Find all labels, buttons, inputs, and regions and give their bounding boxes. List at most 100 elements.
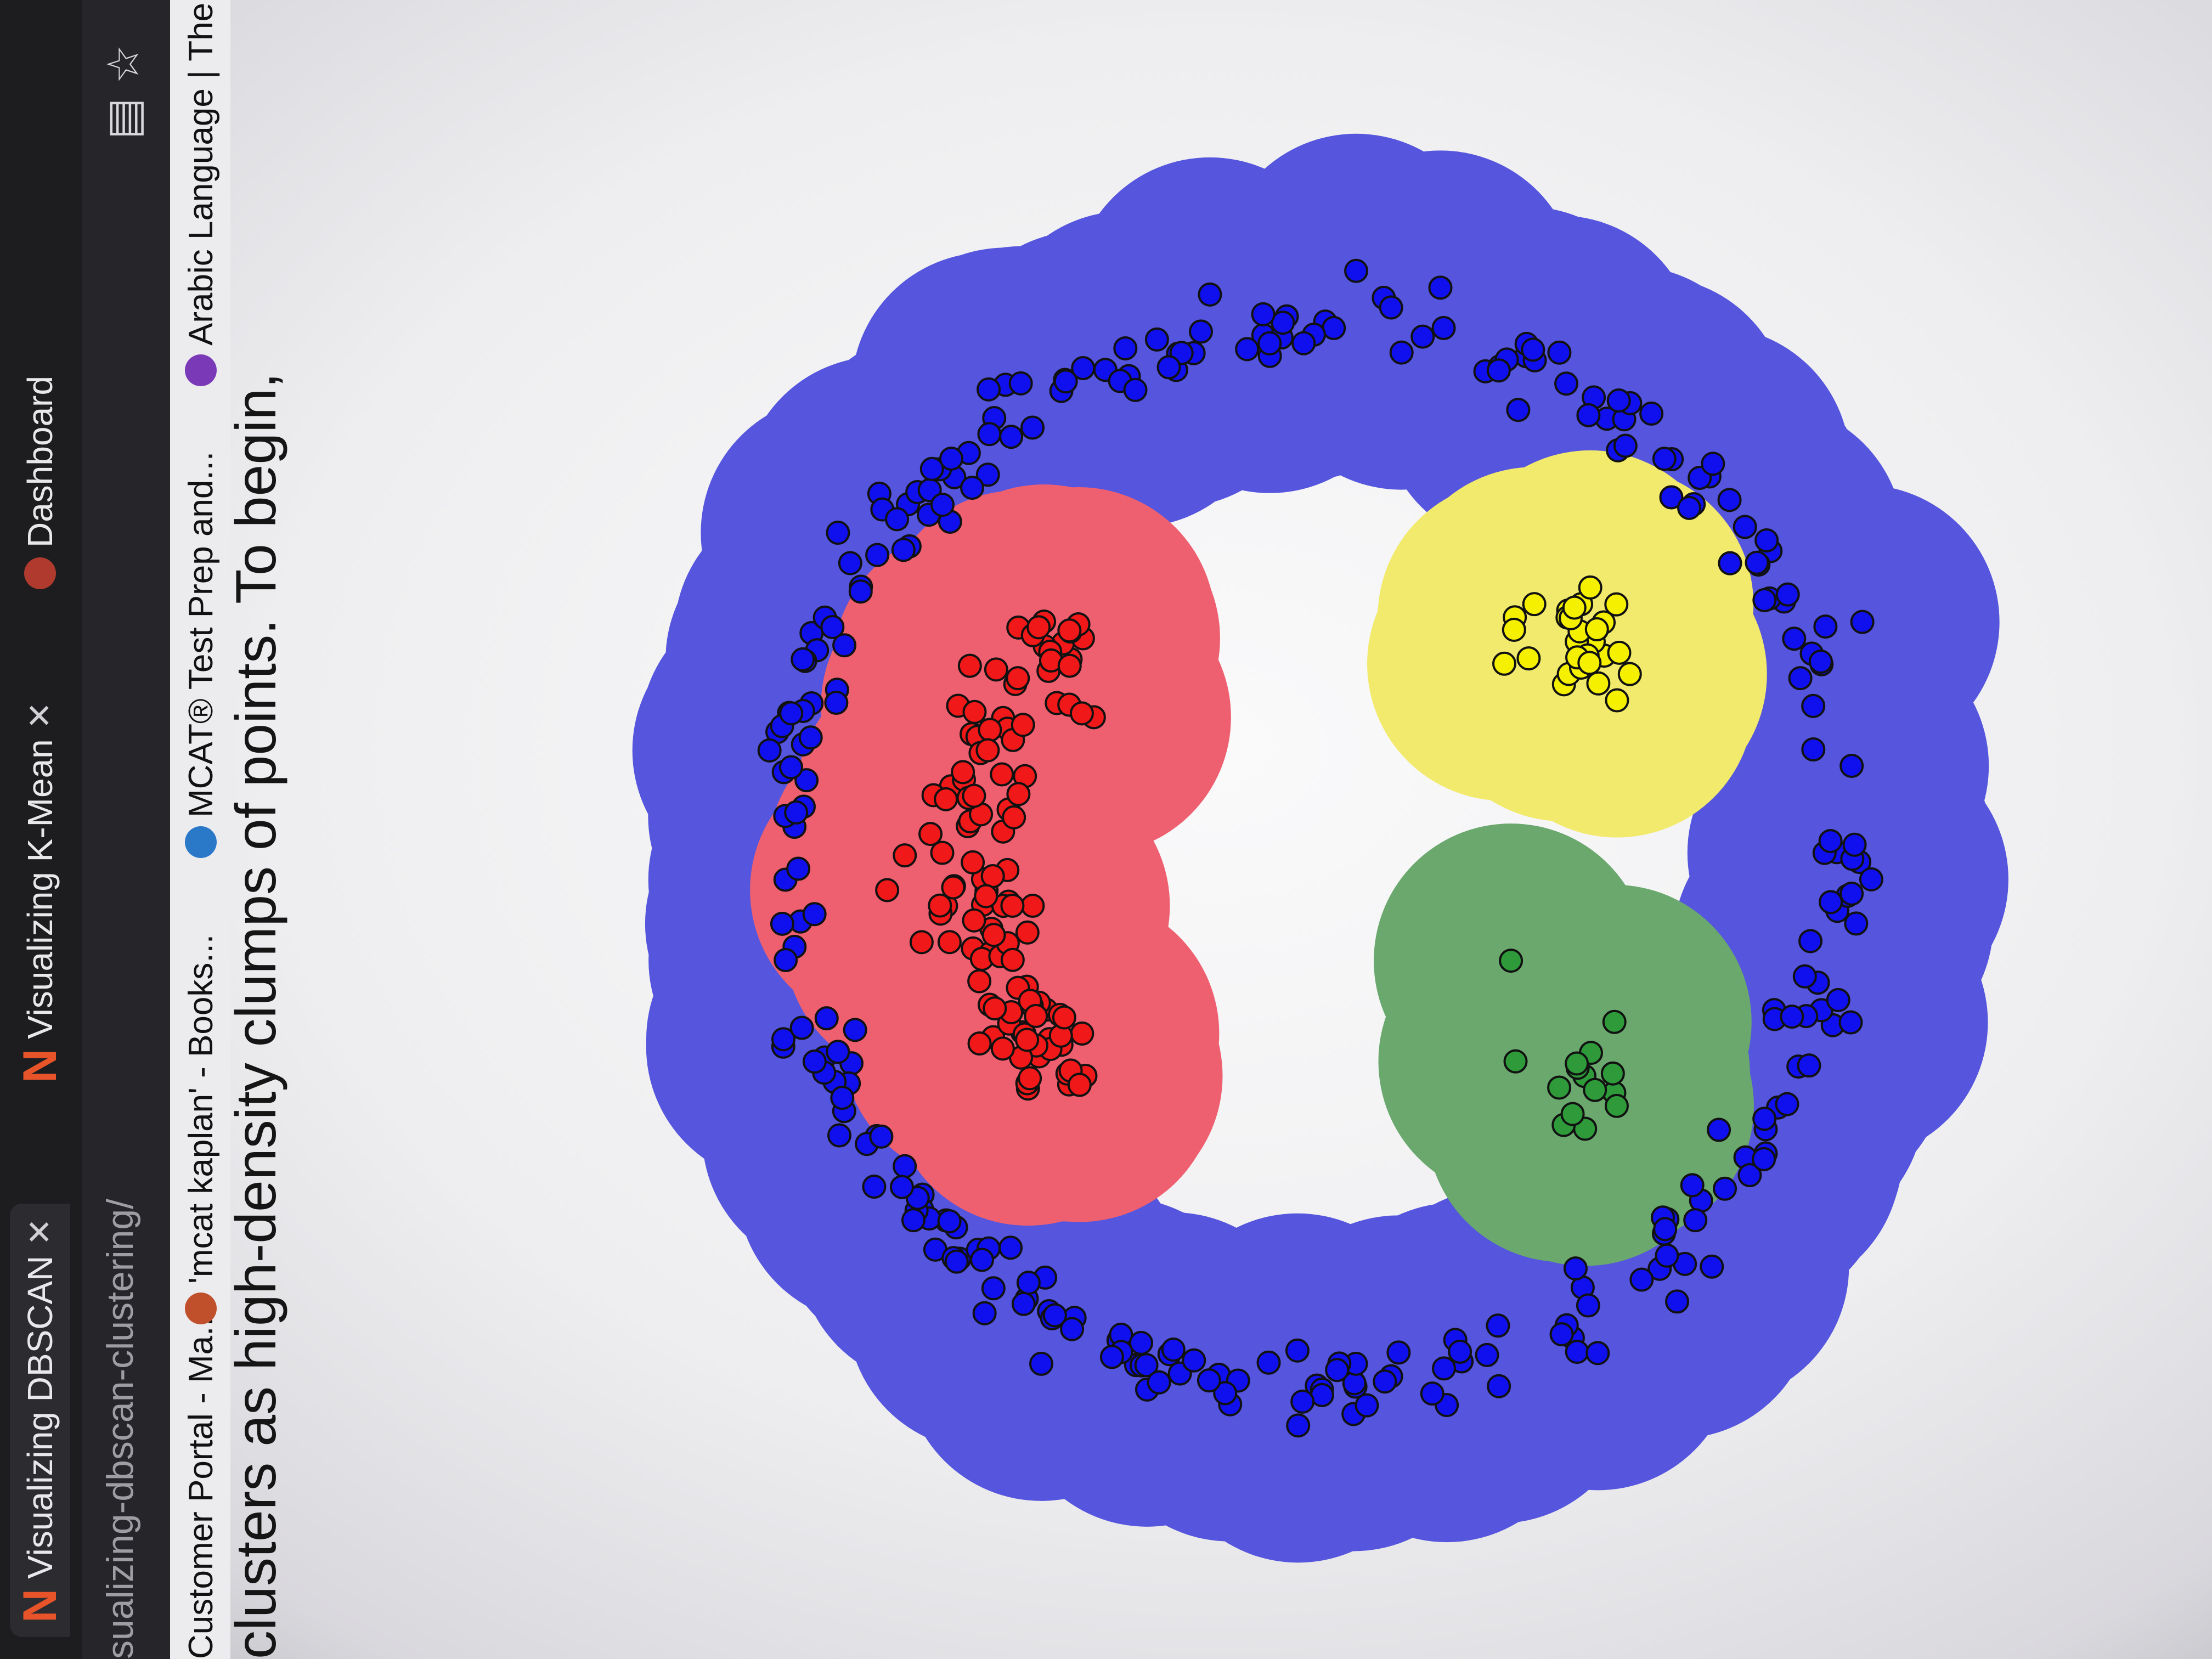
green-point <box>1583 1077 1607 1102</box>
blue-point <box>827 1123 851 1148</box>
tab-dashboard[interactable]: Dashboard <box>10 376 70 589</box>
blue-point <box>848 579 873 604</box>
blue-point <box>774 948 798 973</box>
red-point <box>1002 805 1026 830</box>
green-point <box>1565 1051 1589 1076</box>
blue-point <box>1838 1010 1863 1035</box>
blue-point <box>830 1086 855 1110</box>
blue-point <box>1752 1147 1776 1171</box>
blue-point <box>1011 1291 1036 1316</box>
address-bar: sualizing-dbscan-clustering/ ▤ ☆ <box>82 0 170 1659</box>
blue-point <box>770 911 794 936</box>
red-point <box>983 996 1007 1021</box>
blue-point <box>1161 1337 1186 1362</box>
blue-point <box>1042 1303 1067 1328</box>
red-point <box>990 762 1014 787</box>
blue-point <box>1257 331 1282 356</box>
tab-visualizing-dbscan[interactable]: N Visualizing DBSCAN ✕ <box>10 1204 70 1637</box>
blue-point <box>1707 1118 1731 1142</box>
blue-point <box>1291 331 1316 356</box>
blue-point <box>794 768 819 793</box>
blue-point <box>1060 1317 1085 1341</box>
blue-point <box>1156 355 1181 380</box>
star-icon[interactable]: ☆ <box>99 44 148 84</box>
red-point <box>951 760 975 785</box>
blue-point <box>1780 1005 1804 1029</box>
red-point <box>1057 618 1082 643</box>
blue-point <box>826 1040 850 1064</box>
red-point <box>1018 1066 1042 1091</box>
red-point <box>990 1036 1015 1061</box>
books-icon <box>185 1293 217 1324</box>
blue-point <box>1521 337 1545 362</box>
blue-point <box>1547 340 1572 365</box>
bookmark-mcat-test-prep[interactable]: MCAT® Test Prep and... <box>178 452 224 858</box>
blue-point <box>832 633 857 658</box>
blue-point <box>1639 401 1664 426</box>
blue-point <box>1775 582 1800 607</box>
blue-point <box>1653 1217 1678 1242</box>
blue-point <box>1506 398 1531 422</box>
blue-point <box>1788 666 1813 691</box>
blue-point <box>889 1175 914 1199</box>
red-point <box>1024 1003 1048 1028</box>
blue-point <box>1198 282 1222 307</box>
red-point <box>1067 1073 1092 1097</box>
blue-point <box>1613 433 1638 458</box>
blue-point <box>1487 1374 1511 1398</box>
blue-point <box>977 377 1001 402</box>
bookmark-mcat-kaplan-books[interactable]: 'mcat kaplan' - Books... <box>178 934 224 1324</box>
blue-point <box>784 800 809 825</box>
blue-point <box>1235 337 1260 362</box>
blue-point <box>869 1124 894 1149</box>
bookmark-label: Arabic Language | The... <box>182 0 220 346</box>
blue-point <box>1182 1348 1206 1373</box>
blue-point <box>1665 1289 1690 1314</box>
blue-point <box>771 1027 795 1052</box>
blue-point <box>1099 1345 1124 1369</box>
blue-point <box>1144 327 1169 352</box>
blue-point <box>1379 295 1403 320</box>
blue-point <box>1844 911 1869 936</box>
blue-point <box>944 1249 969 1274</box>
blue-point <box>1680 1173 1705 1198</box>
green-point <box>1602 1009 1627 1034</box>
yellow-point <box>1605 688 1629 713</box>
blue-point <box>1563 1256 1588 1281</box>
yellow-point <box>1586 671 1611 696</box>
blue-point <box>998 1235 1023 1260</box>
bookmark-arabic-language[interactable]: Arabic Language | The... <box>178 0 224 386</box>
blue-point <box>1801 737 1826 762</box>
blue-point <box>791 647 815 672</box>
reader-view-icon[interactable]: ▤ <box>99 98 148 139</box>
bookmark-customer-portal[interactable]: Customer Portal - Ma... <box>178 1307 224 1659</box>
red-point <box>930 840 955 865</box>
blue-point <box>1850 610 1875 634</box>
tab-label: Visualizing K-Mean <box>20 739 60 1039</box>
arabic-language-icon <box>185 354 217 386</box>
blue-point <box>1737 1163 1762 1188</box>
red-point <box>1069 701 1094 726</box>
blue-point <box>1576 1293 1600 1318</box>
blue-point <box>802 1049 827 1074</box>
yellow-point <box>1578 575 1602 600</box>
red-point <box>1006 666 1030 691</box>
red-point <box>918 822 943 847</box>
green-point <box>1604 1093 1629 1118</box>
yellow-point <box>1584 617 1609 642</box>
red-point <box>1057 653 1082 678</box>
blue-point <box>1475 1342 1499 1367</box>
red-point <box>909 930 934 955</box>
blue-point <box>1801 693 1826 718</box>
blue-point <box>937 1209 962 1234</box>
close-icon[interactable]: ✕ <box>21 1218 58 1246</box>
close-icon[interactable]: ✕ <box>21 701 58 730</box>
tab-visualizing-kmeans[interactable]: N Visualizing K-Mean ✕ <box>10 702 70 1083</box>
blue-point <box>1373 1369 1397 1394</box>
blue-point <box>1701 452 1725 476</box>
red-point <box>1052 1005 1076 1030</box>
dashboard-icon <box>24 557 56 589</box>
url-field[interactable]: sualizing-dbscan-clustering/ <box>99 1198 141 1659</box>
yellow-point <box>1604 592 1629 617</box>
blue-point <box>1053 369 1078 394</box>
